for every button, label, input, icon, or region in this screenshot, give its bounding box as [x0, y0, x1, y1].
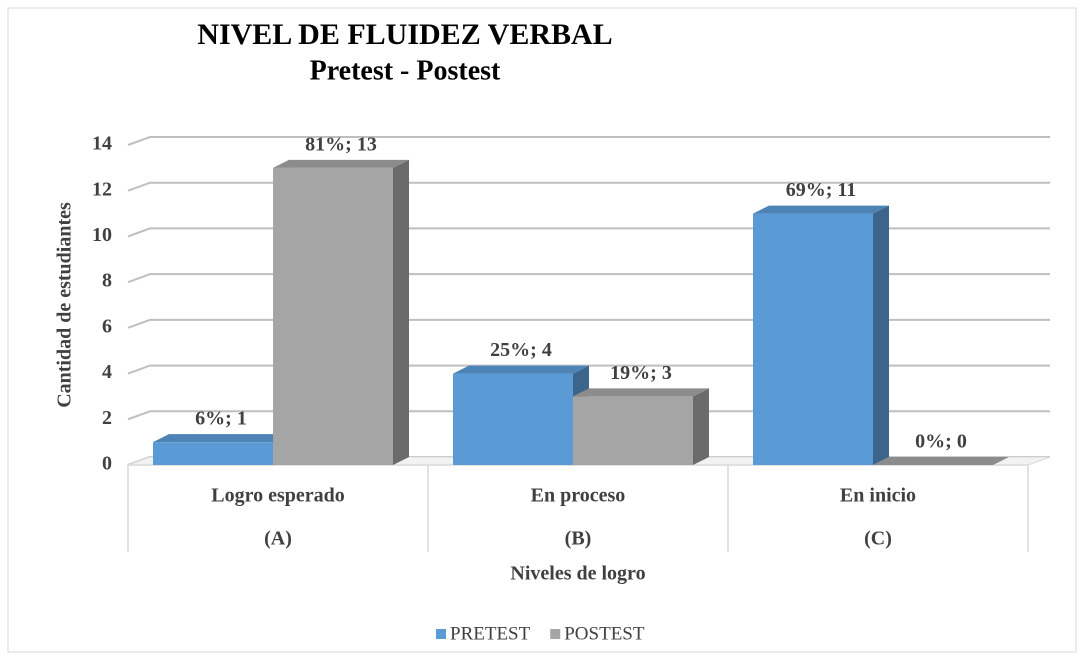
- chart-title: NIVEL DE FLUIDEZ VERBAL: [197, 18, 612, 51]
- bar-side: [693, 388, 709, 465]
- chart-subtitle: Pretest - Postest: [310, 55, 501, 86]
- bar-front: [753, 213, 873, 465]
- y-tick-label: 4: [102, 361, 112, 383]
- x-tick-label: Logro esperado: [211, 485, 345, 507]
- legend-label: POSTEST: [564, 623, 645, 644]
- grid-line: [127, 227, 1050, 238]
- data-label: 81%; 13: [305, 133, 377, 155]
- bar-side: [393, 159, 409, 465]
- legend-label: PRETEST: [450, 623, 531, 644]
- grid-line: [127, 273, 1050, 284]
- grid-line: [127, 181, 1050, 192]
- grid-line: [127, 364, 1050, 375]
- bar: [453, 365, 589, 465]
- bar: [873, 457, 1009, 465]
- y-tick-label: 8: [102, 270, 112, 292]
- data-label: 6%; 1: [195, 408, 247, 430]
- bar-side-shade: [393, 159, 409, 465]
- bar-top-shade: [453, 365, 589, 374]
- y-tick-label: 2: [102, 407, 112, 429]
- grid-line: [127, 410, 1050, 421]
- bar-front: [573, 396, 693, 465]
- bar: [273, 159, 409, 465]
- x-tick-label: En inicio: [840, 485, 916, 507]
- y-tick-label: 6: [102, 315, 112, 337]
- chart-frame: [7, 7, 1077, 653]
- bar-top: [273, 159, 409, 168]
- bar-side-shade: [693, 388, 709, 465]
- y-tick-label: 14: [92, 133, 112, 155]
- y-axis-label: Cantidad de estudiantes: [54, 202, 76, 408]
- x-subtick-label: (C): [864, 528, 892, 550]
- bar: [753, 205, 889, 466]
- legend-swatch: [550, 629, 561, 639]
- x-axis-label: Niveles de logro: [510, 563, 645, 585]
- bar-top-shade: [273, 159, 409, 168]
- data-label: 0%; 0: [915, 431, 967, 453]
- y-tick-label: 12: [92, 178, 112, 200]
- legend-swatch: [436, 629, 446, 639]
- bar-top-shade: [873, 457, 1009, 465]
- bar-front: [153, 442, 273, 465]
- bar-top: [753, 205, 889, 214]
- bar: [153, 434, 289, 465]
- bar-top-shade: [573, 388, 709, 397]
- bar-top: [873, 457, 1009, 465]
- grid-line: [127, 136, 1050, 146]
- y-tick-label: 10: [92, 224, 112, 246]
- x-subtick-label: (B): [565, 528, 592, 550]
- bar-top: [153, 434, 289, 443]
- bar: [573, 388, 709, 465]
- x-subtick-label: (A): [264, 528, 292, 550]
- bar-side: [873, 205, 889, 466]
- bar-top: [573, 388, 709, 397]
- x-tick-label: En proceso: [531, 485, 626, 507]
- bar-top-shade: [153, 434, 289, 443]
- y-tick-label: 0: [102, 453, 112, 475]
- bar-top: [453, 365, 589, 374]
- bar-side-shade: [873, 205, 889, 466]
- bar-front: [453, 373, 573, 465]
- bar-top-shade: [753, 205, 889, 214]
- grid-line: [127, 318, 1050, 329]
- data-label: 25%; 4: [490, 339, 552, 361]
- bar-front: [273, 167, 393, 465]
- data-label: 69%; 11: [786, 179, 857, 201]
- data-label: 19%; 3: [610, 362, 672, 384]
